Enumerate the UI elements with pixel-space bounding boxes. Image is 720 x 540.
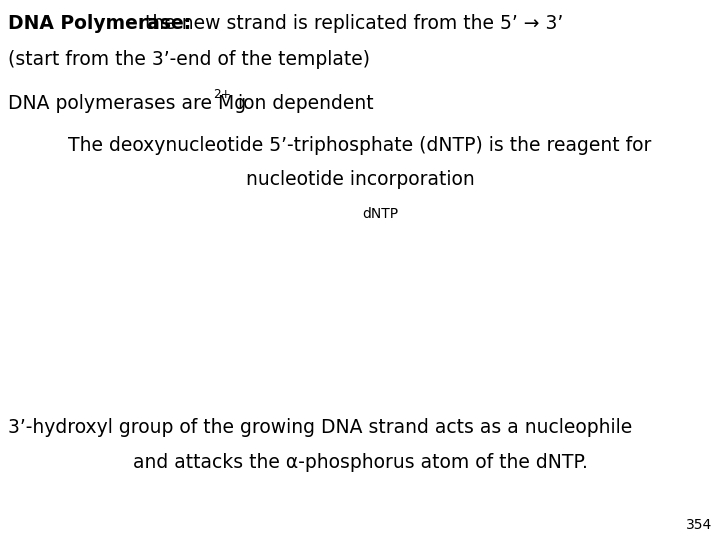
Text: 2+: 2+ (213, 88, 231, 101)
Text: DNA polymerases are Mg: DNA polymerases are Mg (8, 94, 246, 113)
Text: The deoxynucleotide 5’-triphosphate (dNTP) is the reagent for: The deoxynucleotide 5’-triphosphate (dNT… (68, 136, 652, 155)
Text: dNTP: dNTP (362, 207, 398, 221)
Text: DNA Polymerase:: DNA Polymerase: (8, 14, 192, 33)
Text: 354: 354 (685, 518, 712, 532)
Text: 3’-hydroxyl group of the growing DNA strand acts as a nucleophile: 3’-hydroxyl group of the growing DNA str… (8, 418, 632, 437)
Text: the new strand is replicated from the 5’ → 3’: the new strand is replicated from the 5’… (133, 14, 563, 33)
Text: and attacks the α-phosphorus atom of the dNTP.: and attacks the α-phosphorus atom of the… (132, 453, 588, 472)
Text: (start from the 3’-end of the template): (start from the 3’-end of the template) (8, 50, 370, 69)
Text: ion dependent: ion dependent (232, 94, 374, 113)
Text: nucleotide incorporation: nucleotide incorporation (246, 170, 474, 189)
